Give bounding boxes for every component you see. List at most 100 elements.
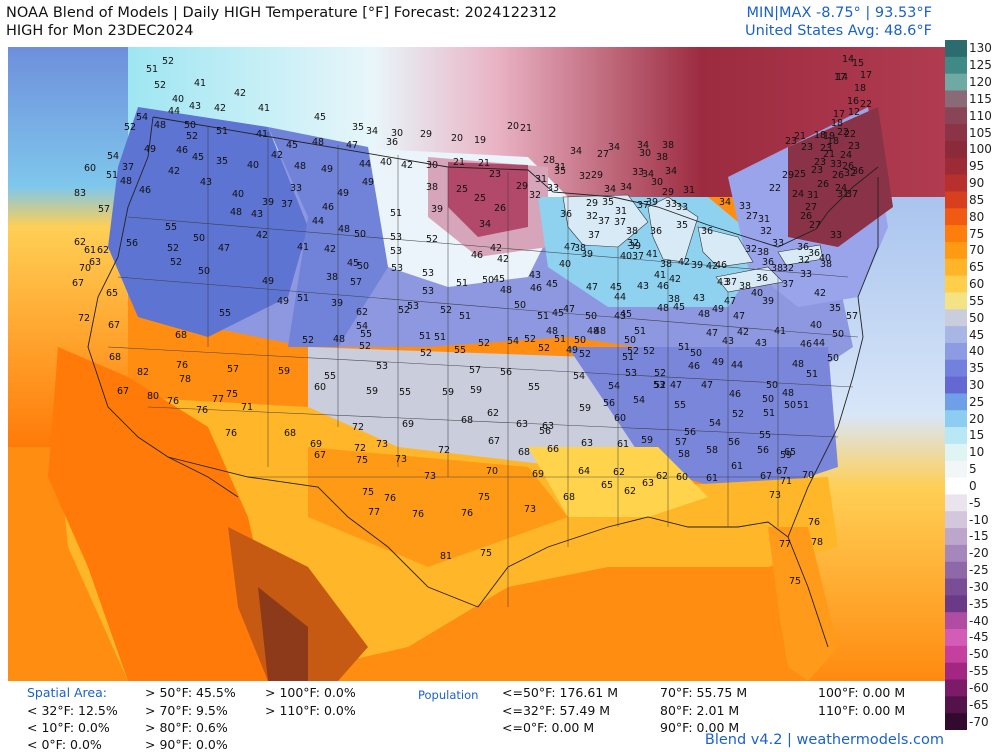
temperature-label: 53 xyxy=(422,268,434,279)
temperature-label: 73 xyxy=(395,454,407,465)
temperature-label: 29 xyxy=(782,170,794,181)
temperature-label: 32 xyxy=(529,190,541,201)
temperature-label: 41 xyxy=(646,249,658,260)
temperature-label: 18 xyxy=(854,83,866,94)
temperature-label: 19 xyxy=(474,135,486,146)
temperature-label: 39 xyxy=(629,241,641,252)
temperature-label: 39 xyxy=(331,298,343,309)
colorbar-tick-label: -50 xyxy=(969,647,989,662)
temperature-label: 47 xyxy=(733,311,745,322)
temperature-label: 52 xyxy=(398,305,410,316)
temperature-label: 80 xyxy=(147,391,159,402)
temperature-label: 27 xyxy=(597,149,609,160)
temperature-label: 49 xyxy=(712,304,724,315)
temperature-label: 50 xyxy=(762,394,774,405)
temperature-label: 55 xyxy=(674,400,686,411)
temperature-label: 51 xyxy=(634,326,646,337)
temperature-label: 33 xyxy=(739,201,751,212)
colorbar-tick-label: 0 xyxy=(969,478,977,493)
temperature-label: 76 xyxy=(412,509,424,520)
temperature-label: 48 xyxy=(154,120,166,131)
temperature-label: 19 xyxy=(823,131,835,142)
colorbar-swatch xyxy=(945,140,967,159)
colorbar-swatch xyxy=(945,561,967,580)
temperature-label: 53 xyxy=(407,301,419,312)
colorbar-swatch xyxy=(945,56,967,75)
temperature-label: 52 xyxy=(302,335,314,346)
temperature-label: 36 xyxy=(808,248,820,259)
temperature-label: 42 xyxy=(678,257,690,268)
temperature-label: 53 xyxy=(391,263,403,274)
colorbar-swatch xyxy=(945,359,967,378)
temperature-label: 69 xyxy=(310,439,322,450)
temperature-label: 23 xyxy=(785,136,797,147)
temperature-label: 42 xyxy=(256,230,268,241)
colorbar-swatch xyxy=(945,713,967,730)
temperature-label: 38 xyxy=(426,182,438,193)
colorbar-tick-label: 130 xyxy=(969,41,992,56)
temperature-label: 40 xyxy=(247,160,259,171)
temperature-label: 54 xyxy=(608,381,620,392)
temperature-label: 38 xyxy=(668,294,680,305)
temperature-label: 26 xyxy=(800,211,812,222)
population-stat: 90°F: 0.00 M xyxy=(660,720,740,735)
temperature-label: 70 xyxy=(79,263,91,274)
colorbar-tick-label: 75 xyxy=(969,226,985,241)
temperature-label: 51 xyxy=(390,208,402,219)
population-stat: 110°F: 0.00 M xyxy=(818,703,906,718)
colorbar-swatch xyxy=(945,40,967,58)
temperature-label: 34 xyxy=(642,169,654,180)
temperature-label: 32 xyxy=(586,211,598,222)
temperature-label: 48 xyxy=(792,359,804,370)
temperature-label: 27 xyxy=(746,211,758,222)
map-title: NOAA Blend of Models | Daily HIGH Temper… xyxy=(6,5,557,21)
temperature-label: 34 xyxy=(604,184,616,195)
temperature-label: 21 xyxy=(520,123,532,134)
temperature-label: 38 xyxy=(771,263,783,274)
temperature-label: 68 xyxy=(563,492,575,503)
temperature-label: 37 xyxy=(588,230,600,241)
temperature-label: 64 xyxy=(578,466,590,477)
temperature-label: 24 xyxy=(835,183,847,194)
temperature-label: 30 xyxy=(639,148,651,159)
temperature-label: 78 xyxy=(179,374,191,385)
temperature-label: 42 xyxy=(214,103,226,114)
temperature-label: 75 xyxy=(362,487,374,498)
colorbar-tick-label: -45 xyxy=(969,630,989,645)
colorbar-swatch xyxy=(945,612,967,630)
temperature-label: 16 xyxy=(847,96,859,107)
temperature-label: 52 xyxy=(478,338,490,349)
temperature-label: 39 xyxy=(262,197,274,208)
temperature-label: 73 xyxy=(524,504,536,515)
temperature-label: 33 xyxy=(676,202,688,213)
temperature-label: 35 xyxy=(216,156,228,167)
colorbar-swatch xyxy=(945,494,967,512)
temperature-label: 38 xyxy=(326,272,338,283)
temperature-label: 50 xyxy=(354,229,366,240)
temperature-label: 59 xyxy=(278,366,290,377)
colorbar-tick-label: -30 xyxy=(969,579,989,594)
temperature-label: 32 xyxy=(798,255,810,266)
temperature-label: 33 xyxy=(830,230,842,241)
colorbar-tick-label: 85 xyxy=(969,192,985,207)
colorbar-tick-label: -35 xyxy=(969,596,989,611)
temperature-label: 53 xyxy=(376,361,388,372)
temperature-label: 43 xyxy=(693,293,705,304)
temperature-label: 47 xyxy=(586,282,598,293)
temperature-label: 47 xyxy=(724,296,736,307)
colorbar-swatch xyxy=(945,258,967,277)
temperature-label: 22 xyxy=(860,99,872,110)
colorbar-swatch xyxy=(945,174,967,192)
temperature-label: 36 xyxy=(701,226,713,237)
temperature-label: 15 xyxy=(852,58,864,69)
temperature-label: 45 xyxy=(347,258,359,269)
colorbar-swatch xyxy=(945,679,967,697)
temperature-label: 51 xyxy=(537,311,549,322)
temperature-label: 36 xyxy=(762,257,774,268)
colorbar-tick-label: 105 xyxy=(969,125,992,140)
temperature-label: 42 xyxy=(814,288,826,299)
colorbar-swatch xyxy=(945,645,967,664)
spatial-stat: > 100°F: 0.0% xyxy=(265,685,356,700)
temperature-label: 58 xyxy=(706,445,718,456)
temperature-label: 32 xyxy=(579,171,591,182)
